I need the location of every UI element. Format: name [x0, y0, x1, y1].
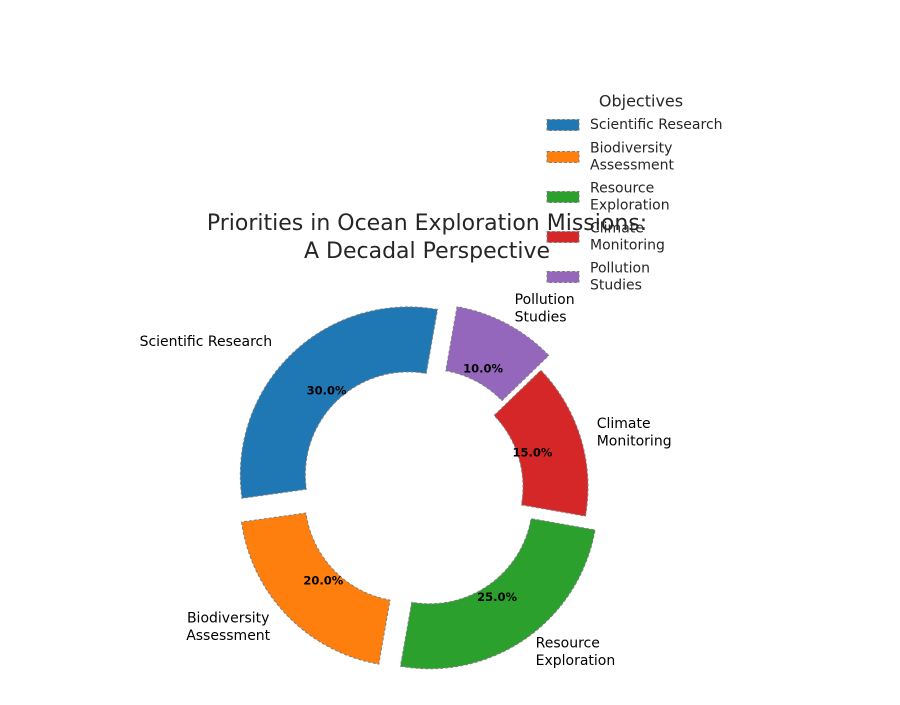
percent-label-biodiversity-assessment: 20.0% — [303, 573, 343, 587]
legend-entry-resource-exploration: Resource Exploration — [546, 181, 670, 214]
legend-label-climate-monitoring: Climate Monitoring — [590, 221, 665, 254]
slice-label-climate-monitoring: Climate Monitoring — [597, 416, 672, 450]
legend-entry-scientific-research: Scientific Research — [546, 117, 723, 133]
percent-label-pollution-studies: 10.0% — [463, 361, 503, 375]
chart-title: Priorities in Ocean Exploration Missions… — [207, 211, 647, 264]
legend-label-scientific-research: Scientific Research — [590, 117, 723, 133]
legend-swatch-scientific-research — [546, 119, 580, 131]
slice-climate-monitoring — [493, 369, 589, 517]
title-layer: Priorities in Ocean Exploration Missions… — [207, 211, 647, 264]
slice-label-biodiversity-assessment: Biodiversity Assessment — [186, 610, 270, 644]
legend-title: Objectives — [599, 92, 683, 111]
percent-label-climate-monitoring: 15.0% — [513, 446, 553, 460]
slice-scientific-research — [239, 306, 439, 499]
legend-swatch-pollution-studies — [546, 271, 580, 283]
legend-label-biodiversity-assessment: Biodiversity Assessment — [590, 141, 674, 174]
legend-entry-climate-monitoring: Climate Monitoring — [546, 221, 665, 254]
legend-entry-biodiversity-assessment: Biodiversity Assessment — [546, 141, 674, 174]
legend-swatch-biodiversity-assessment — [546, 151, 580, 163]
legend-entry-pollution-studies: Pollution Studies — [546, 261, 650, 294]
slice-label-scientific-research: Scientific Research — [140, 334, 273, 350]
slice-pollution-studies — [445, 306, 550, 402]
slice-resource-exploration — [399, 518, 596, 670]
percent-label-resource-exploration: 25.0% — [477, 590, 517, 604]
slices-layer — [239, 306, 596, 670]
legend: Objectives Scientific Research Biodiversit… — [546, 92, 723, 294]
legend-label-resource-exploration: Resource Exploration — [590, 181, 670, 214]
legend-swatch-resource-exploration — [546, 191, 580, 203]
labels-layer: Scientific Research Biodiversity Assessmen… — [140, 292, 672, 669]
percent-labels-layer: 30.0% 20.0% 25.0% 15.0% 10.0% — [303, 361, 553, 604]
slice-label-resource-exploration: Resource Exploration — [536, 635, 616, 669]
legend-swatch-climate-monitoring — [546, 231, 580, 243]
legend-label-pollution-studies: Pollution Studies — [590, 261, 650, 294]
percent-label-scientific-research: 30.0% — [307, 383, 347, 397]
slice-label-pollution-studies: Pollution Studies — [515, 292, 575, 326]
slice-biodiversity-assessment — [240, 512, 391, 665]
